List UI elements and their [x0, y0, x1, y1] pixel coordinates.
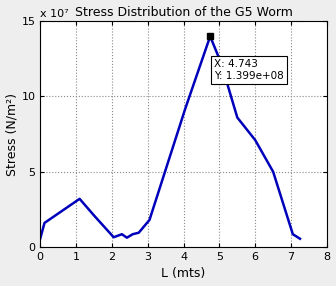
- Text: X: 4.743
Y: 1.399e+08: X: 4.743 Y: 1.399e+08: [214, 59, 284, 81]
- Y-axis label: Stress (N/m²): Stress (N/m²): [6, 93, 18, 176]
- Title: Stress Distribution of the G5 Worm: Stress Distribution of the G5 Worm: [75, 5, 292, 19]
- Text: x 10⁷: x 10⁷: [40, 9, 69, 19]
- X-axis label: L (mts): L (mts): [161, 267, 206, 281]
